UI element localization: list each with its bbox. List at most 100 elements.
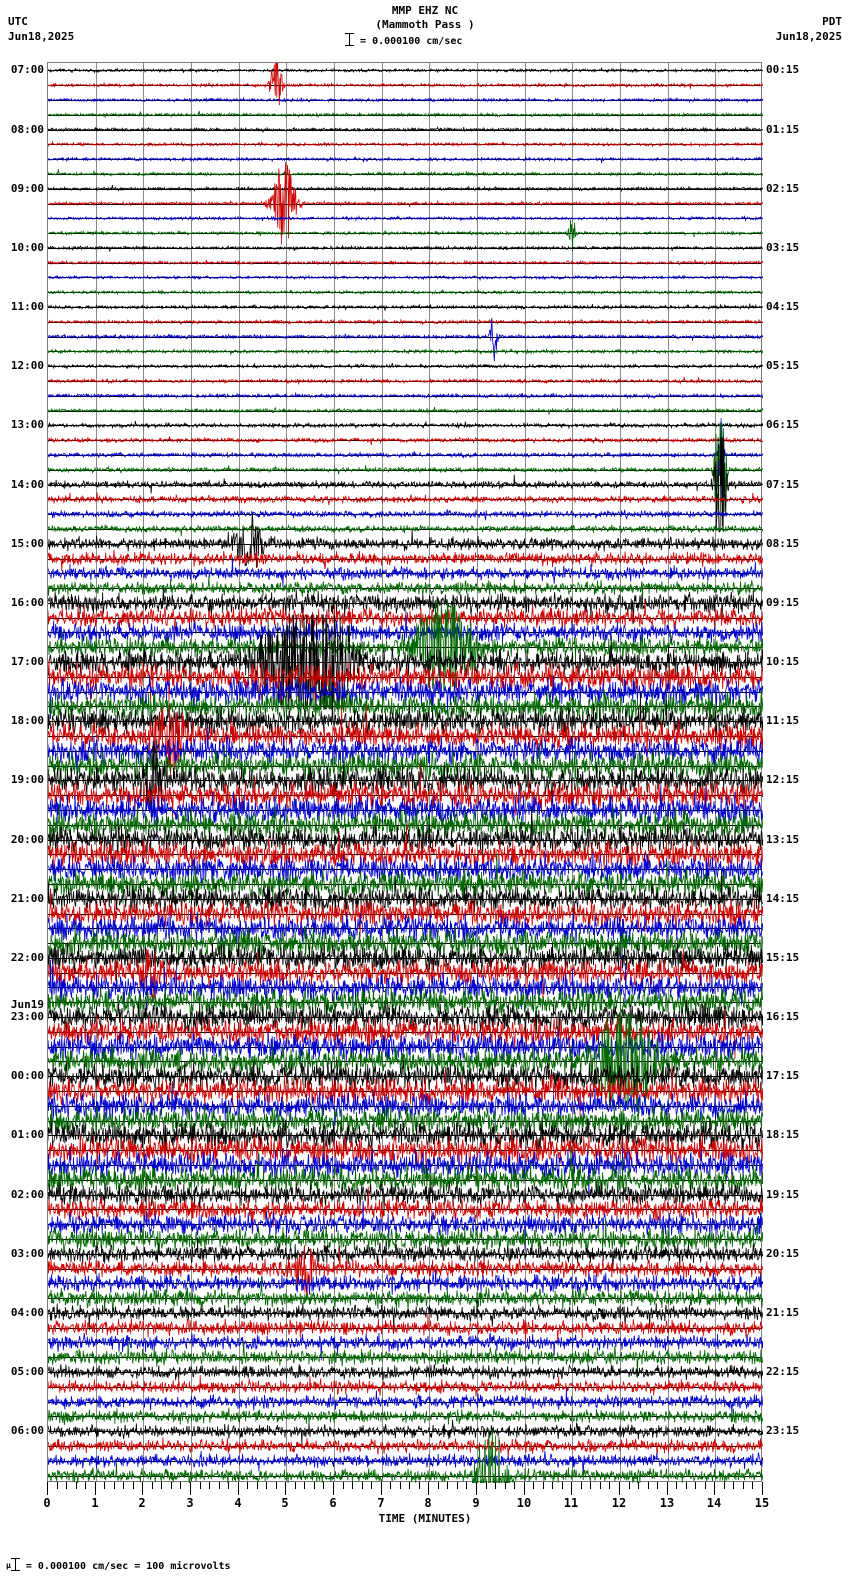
trace-line bbox=[48, 1450, 763, 1477]
trace-line bbox=[48, 890, 763, 938]
x-axis-major-tick bbox=[571, 1482, 572, 1495]
x-axis-minor-tick bbox=[257, 1482, 258, 1489]
x-axis-minor-tick bbox=[629, 1482, 630, 1489]
trace-line bbox=[48, 96, 763, 104]
x-axis-major-tick bbox=[714, 1482, 715, 1495]
x-axis-minor-tick bbox=[600, 1482, 601, 1489]
trace-line bbox=[48, 985, 763, 1034]
trace-line bbox=[48, 726, 763, 786]
trace-line bbox=[48, 274, 763, 282]
trace-line bbox=[48, 743, 763, 792]
right-time-label: 00:15 bbox=[766, 63, 800, 77]
trace-line bbox=[48, 420, 763, 430]
trace-line bbox=[48, 219, 763, 252]
left-time-label: 08:00 bbox=[10, 122, 44, 136]
trace-line bbox=[48, 1245, 763, 1299]
trace-line bbox=[48, 67, 763, 74]
left-time-label: 03:00 bbox=[10, 1246, 44, 1260]
trace-line bbox=[48, 509, 763, 521]
trace-line bbox=[48, 156, 763, 164]
trace-line bbox=[48, 924, 763, 968]
x-axis-minor-tick bbox=[133, 1482, 134, 1489]
trace-line bbox=[48, 1437, 763, 1459]
left-time-label: 21:00 bbox=[10, 891, 44, 905]
trace-line bbox=[48, 303, 763, 312]
left-time-label: 12:00 bbox=[10, 359, 44, 373]
x-axis-minor-tick bbox=[676, 1482, 677, 1489]
right-time-label: 21:15 bbox=[766, 1305, 800, 1319]
trace-line bbox=[48, 1059, 763, 1111]
trace-line bbox=[48, 63, 763, 106]
x-axis-minor-tick bbox=[686, 1482, 687, 1489]
trace-line bbox=[48, 999, 763, 1039]
x-axis-tick-label: 8 bbox=[424, 1496, 432, 1510]
trace-line bbox=[48, 376, 763, 385]
x-axis-minor-tick bbox=[295, 1482, 296, 1489]
trace-line bbox=[48, 808, 763, 858]
x-axis-minor-tick bbox=[76, 1482, 77, 1489]
trace-line bbox=[48, 804, 763, 856]
x-axis-minor-tick bbox=[266, 1482, 267, 1489]
trace-line bbox=[48, 318, 763, 326]
trace-line bbox=[48, 110, 763, 118]
trace-line bbox=[48, 418, 763, 503]
x-axis-minor-tick bbox=[209, 1482, 210, 1489]
x-axis-minor-tick bbox=[200, 1482, 201, 1489]
x-axis-minor-tick bbox=[733, 1482, 734, 1489]
right-time-label: 15:15 bbox=[766, 950, 800, 964]
left-time-label: 14:00 bbox=[10, 477, 44, 491]
pdt-date: Jun18,2025 bbox=[775, 30, 842, 43]
trace-line bbox=[48, 1010, 763, 1061]
x-axis-major-tick bbox=[95, 1482, 96, 1495]
trace-line bbox=[48, 1276, 763, 1316]
left-time-label: 05:00 bbox=[10, 1365, 44, 1379]
x-axis-minor-tick bbox=[323, 1482, 324, 1489]
x-axis-tick-label: 10 bbox=[516, 1496, 532, 1510]
x-axis-minor-tick bbox=[104, 1482, 105, 1489]
x-axis-minor-tick bbox=[457, 1482, 458, 1489]
right-time-label: 07:15 bbox=[766, 477, 800, 491]
trace-line bbox=[48, 588, 763, 624]
trace-line bbox=[48, 492, 763, 506]
trace-line bbox=[48, 1066, 763, 1117]
trace-line bbox=[48, 947, 763, 1004]
right-time-label: 14:15 bbox=[766, 891, 800, 905]
right-time-label: 03:15 bbox=[766, 240, 800, 254]
trace-line bbox=[48, 1219, 763, 1258]
right-time-label: 23:15 bbox=[766, 1424, 800, 1438]
right-time-label: 18:15 bbox=[766, 1128, 800, 1142]
x-axis-minor-tick bbox=[495, 1482, 496, 1489]
x-axis-major-tick bbox=[142, 1482, 143, 1495]
trace-line bbox=[48, 959, 763, 1012]
x-axis-minor-tick bbox=[609, 1482, 610, 1489]
station-name: (Mammoth Pass ) bbox=[375, 18, 475, 31]
left-time-label: 13:00 bbox=[10, 418, 44, 432]
x-axis-minor-tick bbox=[228, 1482, 229, 1489]
utc-date: Jun18,2025 bbox=[8, 30, 75, 43]
x-axis-minor-tick bbox=[362, 1482, 363, 1489]
right-time-label: 05:15 bbox=[766, 359, 800, 373]
day-change-label: Jun19 bbox=[10, 998, 44, 1012]
x-axis-minor-tick bbox=[171, 1482, 172, 1489]
right-time-label: 04:15 bbox=[766, 300, 800, 314]
x-axis-minor-tick bbox=[486, 1482, 487, 1489]
trace-line bbox=[48, 691, 763, 740]
trace-line bbox=[48, 689, 763, 725]
x-axis-major-tick bbox=[333, 1482, 334, 1495]
x-axis-tick-label: 5 bbox=[281, 1496, 289, 1510]
helicorder-plot[interactable] bbox=[47, 62, 763, 1483]
footer-scale-bar-icon bbox=[10, 1558, 20, 1571]
x-axis-minor-tick bbox=[581, 1482, 582, 1489]
trace-line bbox=[48, 1313, 763, 1343]
x-axis-minor-tick bbox=[371, 1482, 372, 1489]
x-axis-minor-tick bbox=[552, 1482, 553, 1489]
trace-line bbox=[48, 1103, 763, 1138]
x-axis-minor-tick bbox=[304, 1482, 305, 1489]
x-axis-minor-tick bbox=[123, 1482, 124, 1489]
left-time-label: 23:00 bbox=[10, 1010, 44, 1024]
pdt-header: PDT Jun18,2025 bbox=[776, 14, 842, 44]
trace-line bbox=[48, 244, 763, 252]
right-time-label: 12:15 bbox=[766, 773, 800, 787]
x-axis-major-tick bbox=[285, 1482, 286, 1495]
trace-line bbox=[48, 853, 763, 905]
